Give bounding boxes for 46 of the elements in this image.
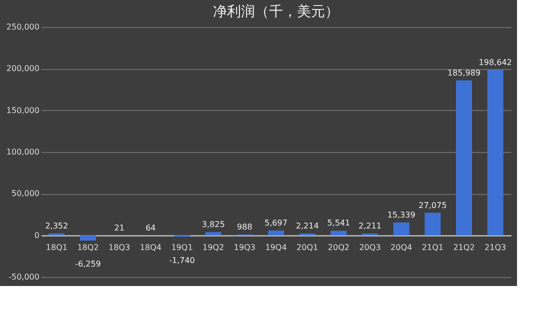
- x-tick-label: 20Q4: [390, 242, 412, 252]
- bar: [487, 70, 504, 236]
- data-label: 5,697: [264, 218, 288, 228]
- bar: [330, 230, 347, 236]
- bar: [424, 212, 441, 236]
- bar: [268, 230, 284, 236]
- y-tick-label: 50,000: [12, 189, 40, 198]
- x-tick-label: 19Q3: [234, 242, 256, 252]
- data-label: 3,825: [202, 220, 225, 230]
- bar: [393, 222, 410, 236]
- x-tick-label: 20Q2: [328, 242, 350, 252]
- data-label: 198,642: [478, 58, 512, 67]
- data-label: 27,075: [418, 200, 447, 210]
- y-tick-label: 250,000: [6, 22, 40, 32]
- data-label: 5,541: [327, 218, 350, 228]
- y-tick-label: 200,000: [6, 64, 40, 74]
- x-tick-label: 18Q4: [140, 242, 162, 252]
- bar: [456, 80, 472, 236]
- data-label: 64: [146, 223, 156, 232]
- bar: [80, 235, 96, 241]
- y-tick-label: 100,000: [6, 148, 40, 156]
- data-label: -1,740: [169, 256, 195, 265]
- x-tick-label: 18Q3: [108, 242, 130, 252]
- data-label: 2,352: [45, 221, 68, 230]
- data-label: -6,259: [75, 260, 101, 269]
- x-tick-label: 19Q2: [202, 242, 224, 252]
- data-label: 2,214: [296, 221, 319, 230]
- data-label: 185,989: [447, 68, 481, 78]
- x-tick-label: 21Q2: [453, 242, 475, 252]
- x-tick-label: 20Q3: [359, 242, 381, 252]
- x-tick-label: 19Q4: [265, 242, 287, 252]
- x-tick-label: 20Q1: [296, 242, 318, 252]
- x-tick-label: 19Q1: [171, 242, 193, 252]
- x-tick-label: 18Q1: [46, 242, 68, 252]
- data-label: 988: [237, 222, 252, 232]
- data-label: 21: [114, 223, 124, 232]
- y-tick-label: 0: [34, 230, 40, 240]
- y-tick-label: -50,000: [8, 272, 40, 282]
- x-tick-label: 21Q1: [422, 242, 444, 252]
- data-label: 2,211: [358, 221, 382, 230]
- bar: [205, 232, 222, 236]
- y-tick-label: 150,000: [6, 106, 40, 115]
- data-label: 15,339: [387, 210, 416, 220]
- x-tick-label: 18Q2: [77, 242, 99, 252]
- x-tick-label: 21Q3: [484, 242, 506, 252]
- chart-title: 净利润（千，美元）: [213, 4, 339, 20]
